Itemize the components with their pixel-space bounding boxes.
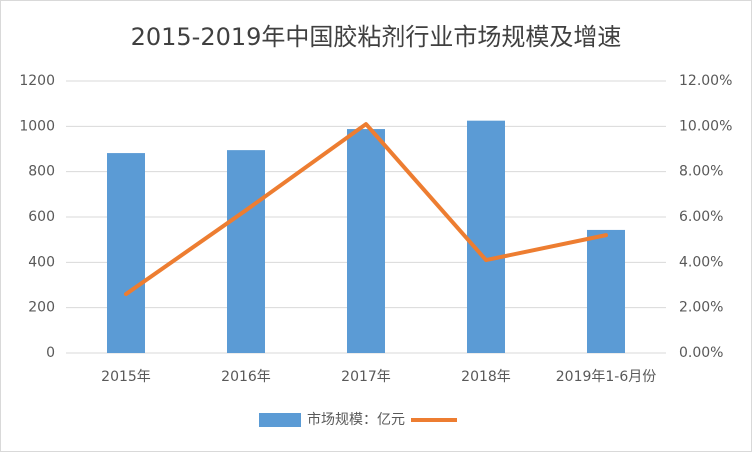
bar bbox=[347, 129, 385, 353]
y2-tick-label: 4.00% bbox=[679, 254, 723, 270]
y2-tick-label: 0.00% bbox=[679, 345, 723, 361]
y-tick-label: 0 bbox=[46, 345, 55, 361]
legend-label: 市场规模：亿元 bbox=[307, 411, 405, 428]
x-tick-label: 2015年 bbox=[101, 369, 151, 385]
x-tick-label: 2019年1-6月份 bbox=[556, 369, 657, 385]
y-tick-label: 600 bbox=[28, 209, 55, 225]
y2-tick-label: 8.00% bbox=[679, 164, 723, 180]
line bbox=[124, 122, 608, 297]
x-tick-label: 2016年 bbox=[221, 369, 271, 385]
y2-tick-label: 10.00% bbox=[679, 118, 732, 134]
y-tick-label: 1200 bbox=[19, 73, 55, 89]
bar bbox=[467, 120, 505, 354]
y-tick-label: 400 bbox=[28, 254, 55, 270]
bar bbox=[227, 150, 265, 353]
y-tick-label: 1000 bbox=[19, 118, 55, 134]
x-tick-label: 2017年 bbox=[341, 369, 391, 385]
bar bbox=[587, 229, 625, 353]
y-tick-label: 800 bbox=[28, 164, 55, 180]
x-tick-label: 2018年 bbox=[461, 369, 511, 385]
chart-title: 2015-2019年中国胶粘剂行业市场规模及增速 bbox=[131, 23, 622, 51]
y2-tick-label: 2.00% bbox=[679, 300, 723, 316]
bar bbox=[107, 153, 145, 353]
legend-swatch bbox=[259, 413, 301, 427]
y2-tick-label: 12.00% bbox=[679, 73, 732, 89]
y2-tick-label: 6.00% bbox=[679, 209, 723, 225]
y-tick-label: 200 bbox=[28, 300, 55, 316]
